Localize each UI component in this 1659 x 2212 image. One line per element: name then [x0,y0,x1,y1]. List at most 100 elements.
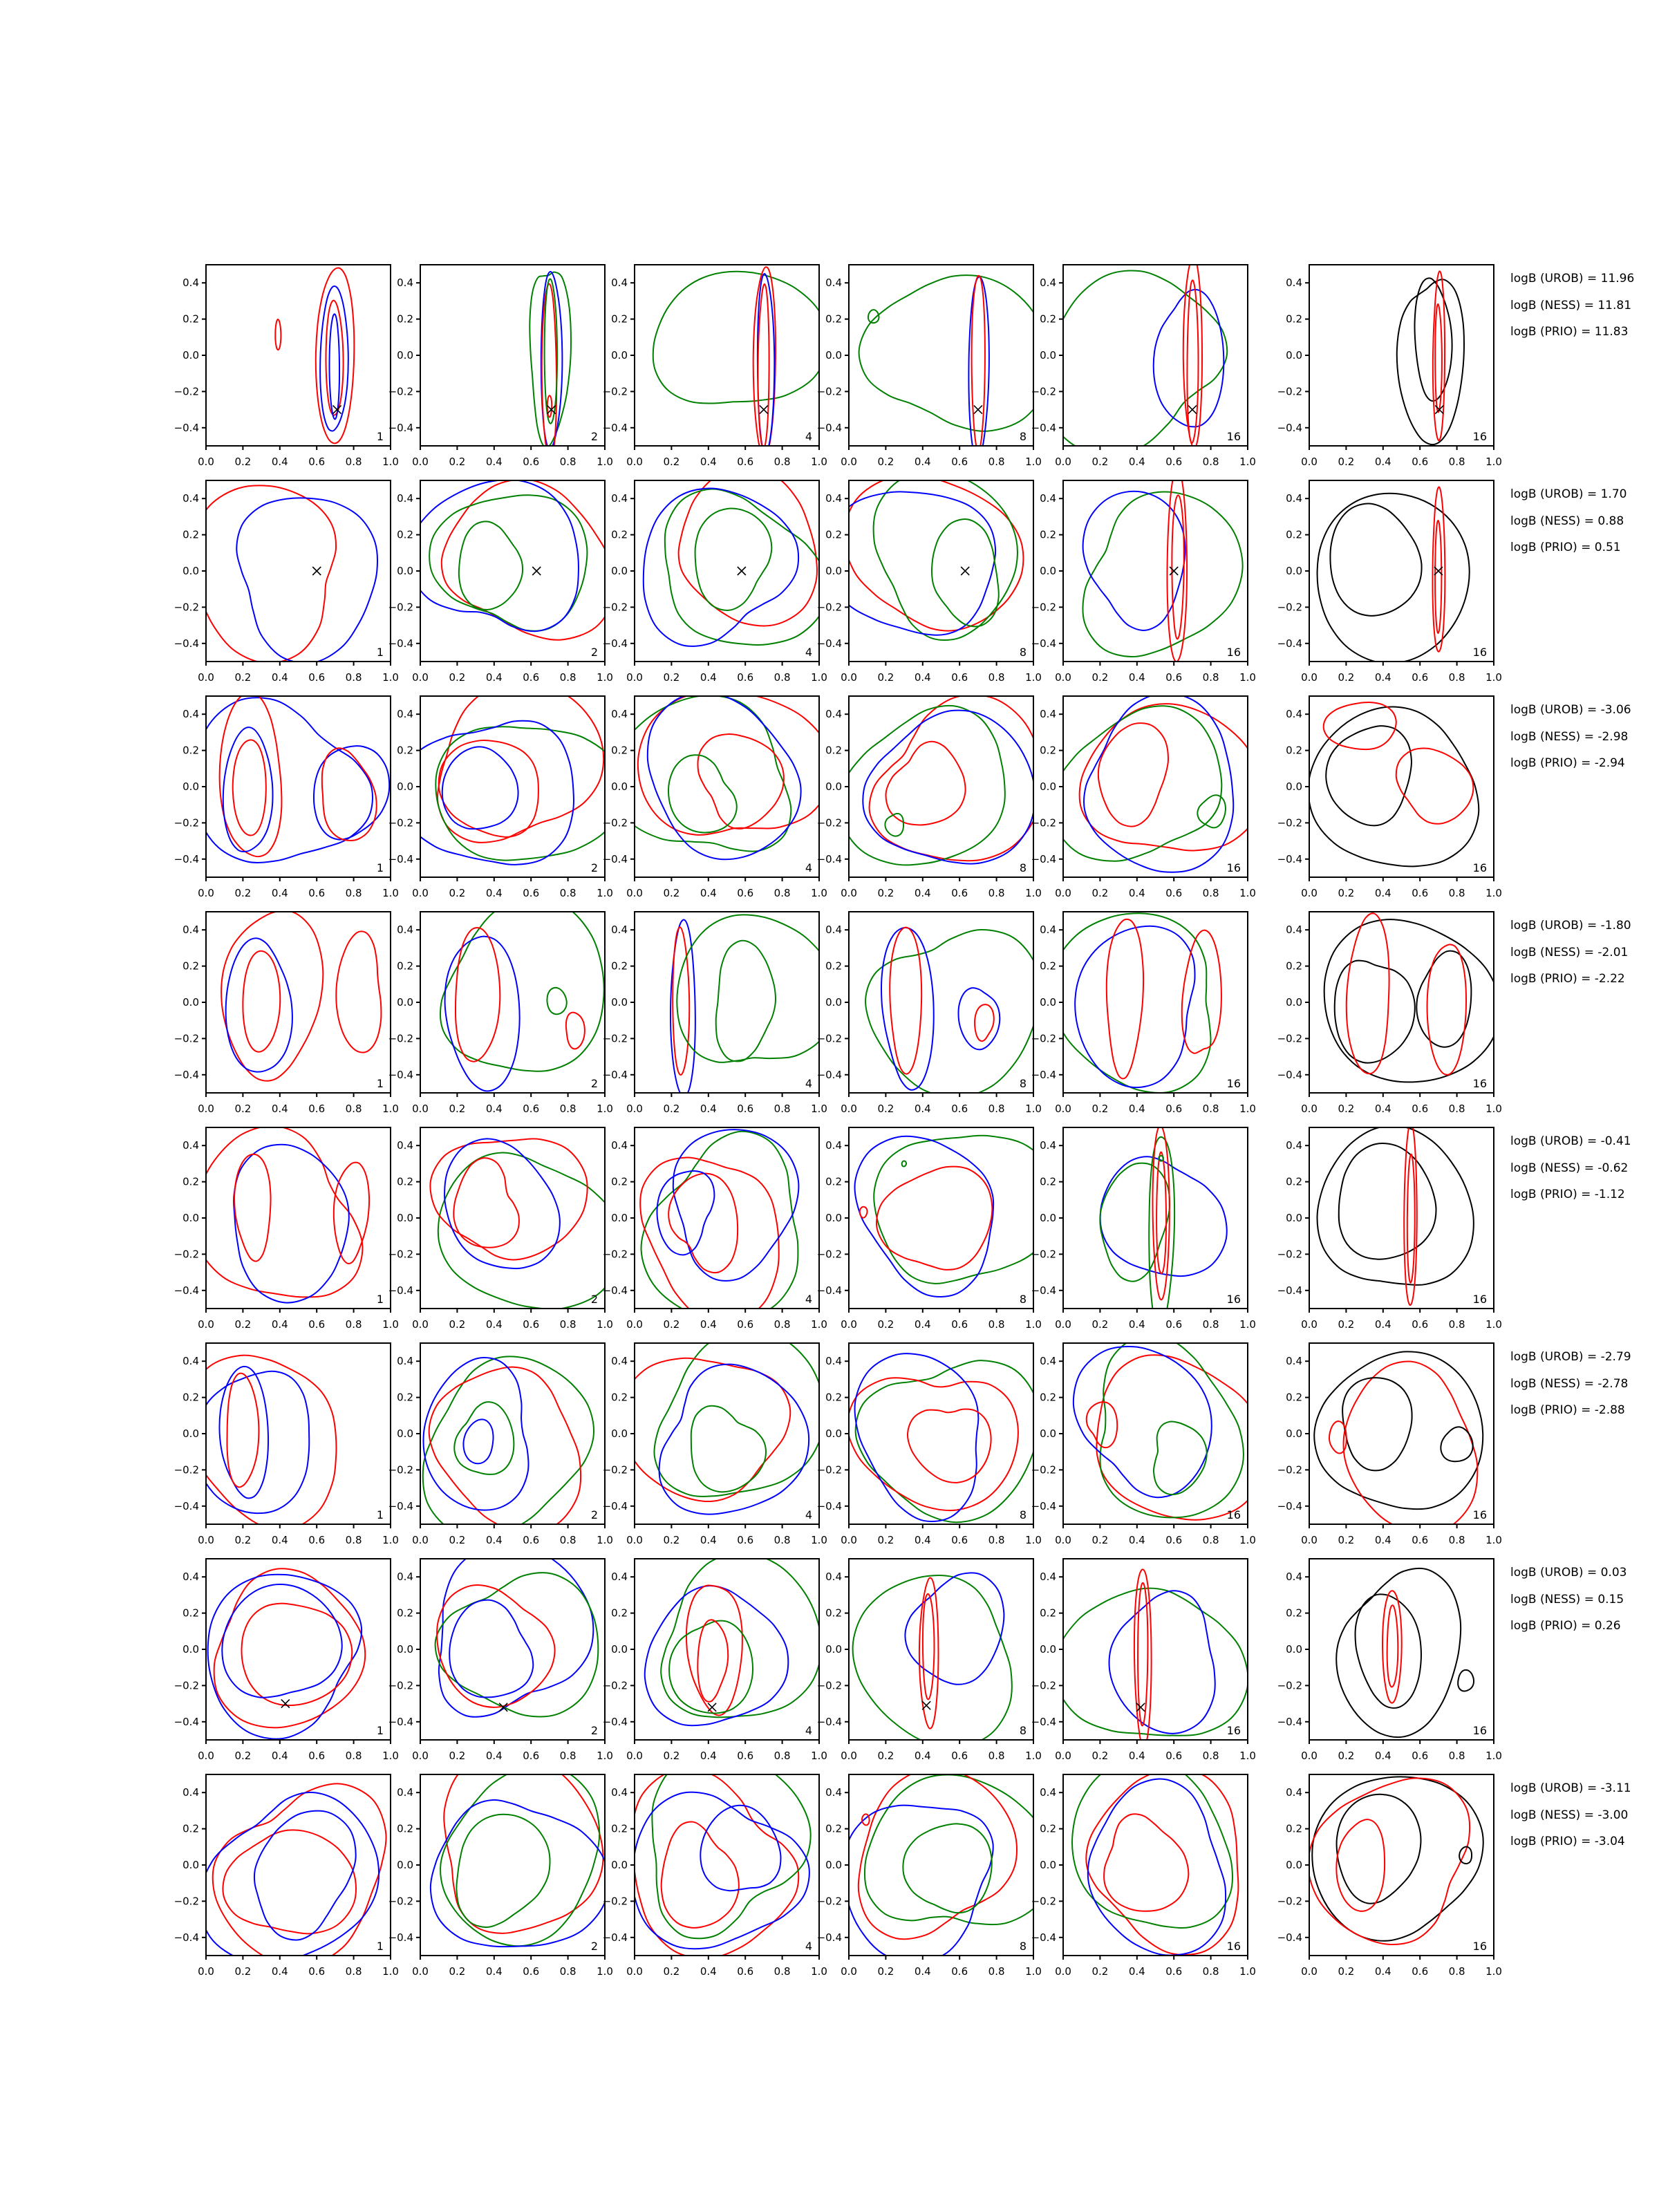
subplot-count-label: 2 [591,430,598,443]
x-tick-label: 0.0 [412,1534,429,1546]
y-tick-label: 0.0 [1286,1212,1302,1224]
x-tick-label: 0.2 [663,456,679,468]
x-tick-label: 0.4 [700,671,717,684]
x-tick-label: 1.0 [597,1318,613,1331]
y-tick-label: −0.4 [1277,1931,1302,1944]
x-tick-label: 1.0 [382,1103,399,1115]
contour-group [206,1354,337,1524]
y-tick-label: 0.4 [825,708,842,720]
y-tick-label: 0.0 [1286,1643,1302,1656]
logb-line-urob: logB (UROB) = -3.11 [1510,1781,1631,1795]
x-tick-label: 0.2 [663,671,679,684]
subplot-count-label: 16 [1473,430,1487,443]
y-tick-label: −0.2 [1031,1248,1056,1260]
y-tick-label: 0.0 [611,996,628,1009]
x-tick-label: 0.8 [1203,1103,1219,1115]
x-tick-label: 0.2 [1338,1534,1354,1546]
contour-group [858,274,1033,446]
x-tick-label: 0.8 [1449,887,1465,899]
x-tick-label: 0.8 [560,456,577,468]
y-tick-label: 0.0 [1040,1427,1056,1440]
y-tick-label: 0.0 [825,1859,842,1871]
subplot-r6-c4: 0.0 0.2 0.4 0.6 0.8 1.0 0.4 0.2 0.0 −0.2 −0.4 8 [817,1342,1042,1546]
y-tick-label: 0.0 [397,1212,413,1224]
subplot-count-label: 2 [591,1940,598,1953]
y-tick-label: −0.2 [603,1895,628,1907]
x-tick-label: 1.0 [811,1534,827,1546]
x-tick-label: 0.4 [1375,456,1391,468]
x-tick-label: 0.2 [1338,1965,1354,1978]
subplot-count-label: 1 [377,646,384,659]
x-tick-label: 0.6 [1412,1750,1428,1762]
contour-group [1335,1567,1475,1738]
y-tick-label: 0.4 [825,1355,842,1367]
contour-group [652,266,819,446]
x-tick-label: 0.2 [1091,1750,1108,1762]
x-tick-label: 0.0 [841,456,857,468]
y-tick-label: 0.4 [611,1355,628,1367]
x-tick-label: 1.0 [382,1965,399,1978]
y-tick-label: −0.4 [174,1284,199,1297]
contour-r [639,1156,780,1309]
subplot-r6-c6: 0.0 0.2 0.4 0.6 0.8 1.0 0.4 0.2 0.0 −0.2 −0.4 16 [1277,1342,1502,1546]
y-tick-label: −0.2 [174,1248,199,1260]
contour-group [1309,1776,1484,1945]
contour-b [968,276,990,446]
x-marker [1188,405,1197,415]
x-tick-label: 0.2 [663,1103,679,1115]
contour-k [1414,277,1453,402]
y-tick-label: −0.4 [388,1284,413,1297]
x-tick-label: 0.4 [1129,1534,1145,1546]
x-tick-label: 0.4 [700,1965,717,1978]
y-tick-label: −0.2 [1277,1248,1302,1260]
y-tick-label: −0.4 [817,1716,842,1728]
y-tick-label: 0.4 [825,1786,842,1799]
contour-g [434,1572,599,1718]
axes-frame [420,695,606,878]
contour-group [849,1353,1033,1524]
contour-r [212,1783,387,1956]
contour-r [906,1408,992,1483]
contour-b [206,1370,310,1515]
x-tick-label: 0.8 [988,671,1005,684]
y-tick-label: 0.0 [825,780,842,793]
contour-g [715,939,776,1062]
x-tick-label: 0.2 [234,456,251,468]
subplot-count-label: 1 [377,1724,384,1737]
y-tick-label: 0.0 [1040,780,1056,793]
contour-g [435,726,605,861]
y-tick-label: −0.2 [817,1679,842,1691]
contour-r [234,1153,272,1262]
contour-r [332,1161,371,1264]
y-tick-label: −0.2 [817,601,842,613]
subplot-count-label: 16 [1473,861,1487,874]
contour-r [1103,1813,1190,1912]
x-tick-label: 0.8 [774,456,791,468]
y-tick-label: 0.0 [397,996,413,1009]
contour-g [1071,1774,1233,1929]
contour-g [854,1360,1033,1524]
contour-b [672,1129,800,1282]
contour-r [1085,1774,1239,1956]
y-tick-label: −0.4 [603,1069,628,1081]
y-tick-label: −0.2 [174,601,199,613]
x-marker [281,1699,290,1709]
axes-frame [1309,695,1494,878]
x-tick-label: 0.8 [560,1103,577,1115]
subplot-r8-c5: 0.0 0.2 0.4 0.6 0.8 1.0 0.4 0.2 0.0 −0.2 −0.4 16 [1031,1774,1256,1978]
x-tick-label: 0.6 [737,1965,753,1978]
y-tick-label: −0.2 [1031,816,1056,829]
x-tick-label: 0.4 [272,1103,288,1115]
x-tick-label: 0.8 [346,1318,362,1331]
x-tick-label: 0.4 [700,887,717,899]
contour-r [335,930,382,1053]
subplot-r3-c1: 0.0 0.2 0.4 0.6 0.8 1.0 0.4 0.2 0.0 −0.2 −0.4 1 [174,695,399,899]
x-tick-label: 0.4 [1129,671,1145,684]
axes-frame [420,264,606,447]
y-tick-label: 0.2 [182,744,199,757]
contour-r [677,480,818,627]
y-tick-label: −0.4 [1277,1500,1302,1512]
y-tick-label: −0.4 [603,1284,628,1297]
x-tick-label: 0.8 [1203,887,1219,899]
subplot-r6-c5: 0.0 0.2 0.4 0.6 0.8 1.0 0.4 0.2 0.0 −0.2 −0.4 16 [1031,1342,1256,1546]
